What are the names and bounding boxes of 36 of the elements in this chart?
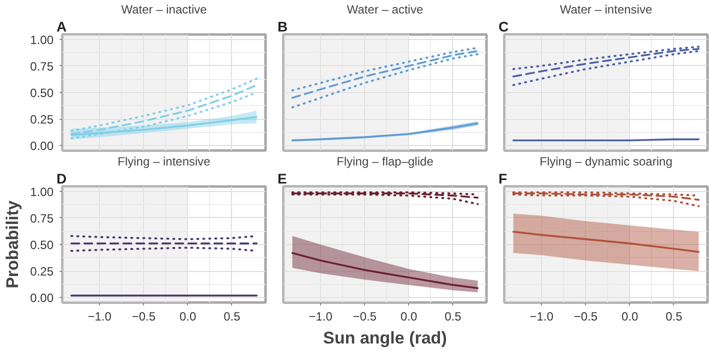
chart-title: Flying – intensive <box>118 154 211 168</box>
y-axis-title: Probability <box>3 200 22 288</box>
text: A <box>56 18 67 34</box>
y-tick-label: 0.00 <box>30 139 54 154</box>
x-tick-label: −0.5 <box>132 310 156 324</box>
x-tick-label: 0.5 <box>666 310 683 324</box>
x-axis-title: Sun angle (rad) <box>323 328 447 348</box>
x-tick-label: −1.0 <box>88 310 112 324</box>
text: C <box>498 18 509 34</box>
y-tick-label: 0.50 <box>30 238 54 252</box>
chart-title: Water – inactive <box>121 2 208 16</box>
x-tick-label: −0.5 <box>352 310 377 324</box>
chart-title: Flying – dynamic soaring <box>540 154 672 168</box>
text: D <box>56 170 67 186</box>
y-tick-label: 0.00 <box>30 291 54 306</box>
text: E <box>278 170 287 186</box>
x-tick-label: 0.0 <box>621 310 638 324</box>
x-tick-label: −0.5 <box>574 310 598 324</box>
x-tick-label: 0.0 <box>179 310 196 324</box>
x-tick-label: 0.5 <box>444 310 462 324</box>
text: F <box>498 170 508 186</box>
y-tick-label: 0.25 <box>30 264 54 279</box>
y-tick-label: 1.00 <box>30 32 54 47</box>
y-tick-label: 0.75 <box>30 211 54 226</box>
x-tick-label: 0.5 <box>224 310 241 324</box>
chart-title: Water – active <box>346 2 424 16</box>
chart-title: Water – intensive <box>560 2 652 16</box>
y-tick-label: 0.25 <box>30 112 54 127</box>
x-tick-label: 0.0 <box>400 310 418 324</box>
chart-title: Flying – flap–glide <box>336 154 434 168</box>
y-tick-label: 0.50 <box>30 86 54 100</box>
text: B <box>278 18 288 34</box>
x-tick-label: −1.0 <box>530 310 554 324</box>
y-tick-label: 1.00 <box>30 184 54 199</box>
y-tick-label: 0.75 <box>30 59 54 74</box>
x-tick-label: −1.0 <box>308 310 333 324</box>
